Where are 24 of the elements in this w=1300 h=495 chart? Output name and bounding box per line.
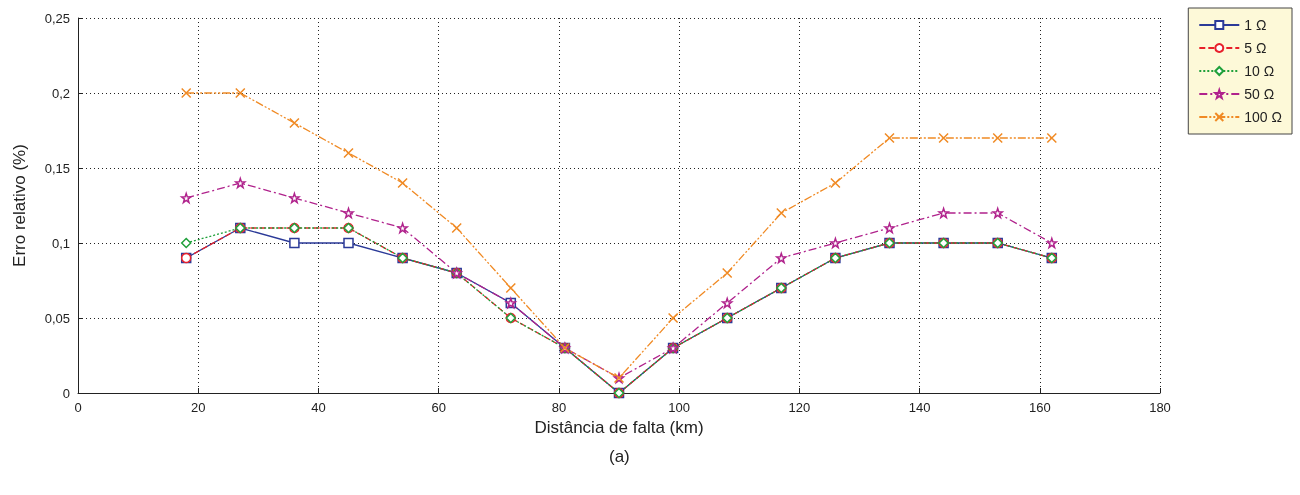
x-tick-label: 40 bbox=[311, 400, 326, 415]
x-tick-label: 160 bbox=[1028, 400, 1051, 415]
x-tick-label: 180 bbox=[1149, 400, 1171, 415]
y-tick-label: 0,15 bbox=[44, 160, 70, 176]
x-tick-label: 100 bbox=[668, 400, 690, 415]
y-tick-label: 0 bbox=[62, 385, 70, 401]
text: (a) bbox=[609, 447, 630, 466]
x-axis-title: Distância de falta (km) bbox=[534, 417, 704, 437]
legend-label: 10 Ω bbox=[1244, 63, 1275, 79]
y-axis-title: Erro relativo (%) bbox=[10, 144, 29, 267]
x-tick-label: 60 bbox=[431, 400, 446, 415]
legend-label: 1 Ω bbox=[1244, 17, 1267, 33]
y-tick-label: 0,1 bbox=[51, 235, 70, 251]
legend-label: 100 Ω bbox=[1244, 109, 1282, 125]
legend-label: 5 Ω bbox=[1244, 40, 1267, 56]
legend-label: 50 Ω bbox=[1244, 86, 1275, 102]
x-tick-label: 0 bbox=[74, 400, 82, 415]
x-tick-label: 80 bbox=[551, 400, 567, 415]
x-tick-label: 20 bbox=[190, 400, 206, 415]
y-tick-label: 0,05 bbox=[44, 310, 70, 326]
x-tick-label: 140 bbox=[908, 400, 931, 415]
y-tick-label: 0,2 bbox=[51, 85, 70, 101]
y-tick-label: 0,25 bbox=[44, 10, 70, 26]
x-tick-label: 120 bbox=[788, 400, 811, 415]
